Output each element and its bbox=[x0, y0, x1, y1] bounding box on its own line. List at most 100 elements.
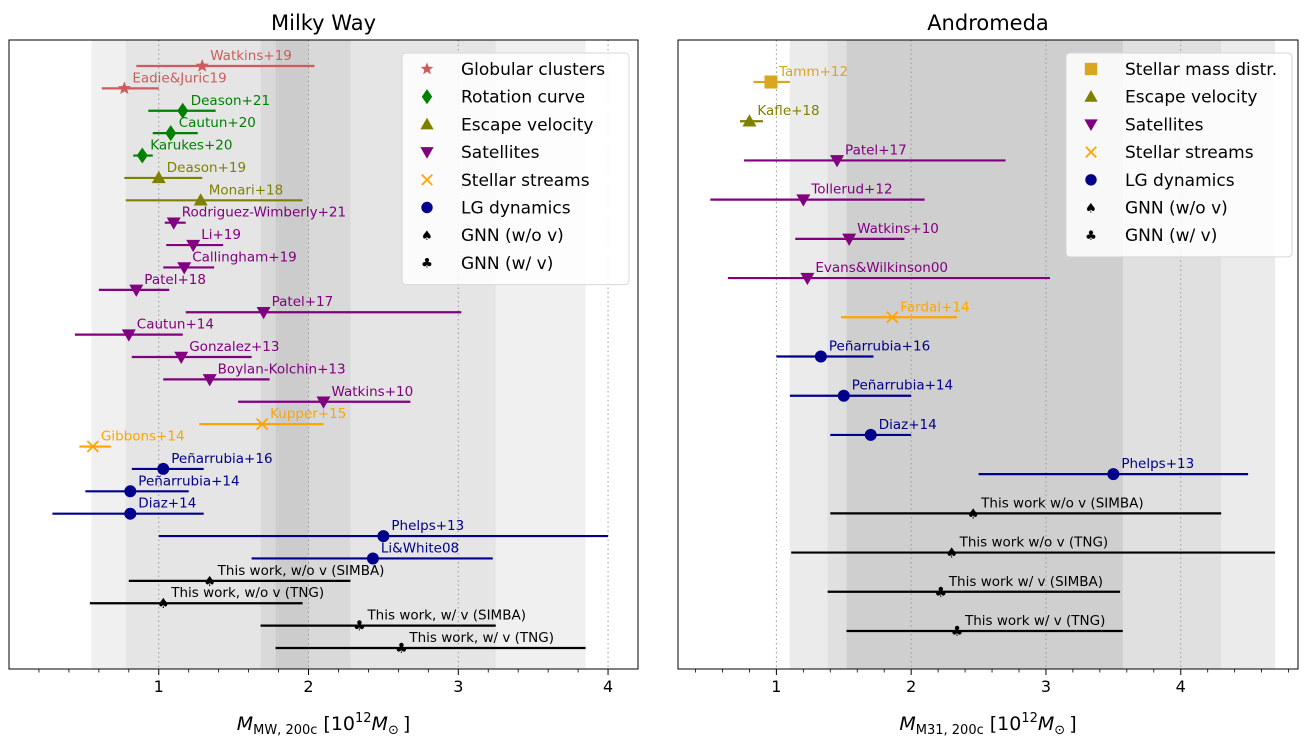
data-point-pe-arrubia-14: Peñarrubia+14 bbox=[85, 473, 240, 498]
x-tick-label: 1 bbox=[154, 677, 164, 696]
point-label: Peñarrubia+14 bbox=[852, 378, 953, 394]
data-point-kafle-18: Kafle+18 bbox=[740, 103, 820, 127]
triangle-down-marker bbox=[256, 306, 271, 320]
xlabel-close: ] bbox=[1069, 713, 1076, 735]
legend-item-stellar-streams: Stellar streams bbox=[1085, 143, 1254, 163]
point-label: Peñarrubia+16 bbox=[829, 339, 930, 355]
plot-frame bbox=[677, 39, 1299, 670]
triangle-down-marker bbox=[830, 155, 845, 168]
legend-label: GNN (w/ v) bbox=[461, 254, 553, 274]
club-marker: ♣ bbox=[353, 619, 366, 635]
data-point-this-work-w-o-v-simba: ♠This work, w/o v (SIMBA) bbox=[128, 563, 384, 590]
circle-marker bbox=[157, 462, 170, 475]
data-point-watkins-10: Watkins+10 bbox=[795, 221, 939, 246]
point-label: Eadie&Juric19 bbox=[132, 70, 226, 86]
point-label: Tollerud+12 bbox=[810, 182, 892, 198]
point-label: Fardal+14 bbox=[900, 299, 969, 315]
xlabel-exponent: 12 bbox=[355, 711, 372, 726]
legend-item-stellar-streams: Stellar streams bbox=[421, 171, 590, 191]
xlabel-subscript: MW, 200c bbox=[253, 723, 317, 736]
circle-marker bbox=[1107, 468, 1120, 481]
triangle-up-marker bbox=[420, 117, 434, 130]
legend-item-escape-velocity: Escape velocity bbox=[420, 115, 593, 135]
point-label: Diaz+14 bbox=[138, 496, 196, 512]
xlabel-msun-sub: ⊙ bbox=[1054, 723, 1065, 736]
legend-label: Globular clusters bbox=[461, 60, 605, 80]
legend-label: Escape velocity bbox=[461, 115, 593, 135]
x-tick-label: 1 bbox=[771, 677, 781, 696]
xlabel-msun: M bbox=[372, 713, 388, 735]
andromeda-panel: Andromeda Tamm+12 Kafle+18 Patel+17 Tolleru… bbox=[677, 11, 1299, 736]
legend-label: Stellar mass distr. bbox=[1125, 60, 1277, 80]
legend-box bbox=[401, 52, 630, 286]
x-axis-label: MMW, 200c [1012M⊙] bbox=[237, 711, 411, 736]
data-point-patel-18: Patel+18 bbox=[98, 272, 206, 297]
data-point-gonzalez-13: Gonzalez+13 bbox=[131, 339, 280, 364]
point-label: Patel+17 bbox=[845, 142, 907, 158]
triangle-down-marker bbox=[1084, 119, 1098, 132]
point-label: Kafle+18 bbox=[757, 103, 819, 119]
data-point-phelps-13: Phelps+13 bbox=[158, 518, 609, 543]
legend-label: LG dynamics bbox=[461, 199, 571, 219]
point-label: This work, w/o v (TNG) bbox=[170, 585, 324, 601]
spade-marker: ♠ bbox=[1085, 201, 1097, 216]
point-label: Gibbons+14 bbox=[101, 429, 185, 445]
xlabel-close: ] bbox=[403, 713, 410, 735]
circle-marker bbox=[421, 201, 433, 214]
data-point-cautun-14: Cautun+14 bbox=[74, 317, 214, 342]
data-point-tamm-12: Tamm+12 bbox=[753, 64, 848, 89]
legend-item-stellar-mass-distr: Stellar mass distr. bbox=[1084, 60, 1277, 80]
point-label: Cautun+14 bbox=[137, 317, 214, 333]
data-point-deason-21: Deason+21 bbox=[148, 93, 270, 119]
legend-item-gnn-w-v: ♣ GNN (w/ v) bbox=[421, 254, 553, 274]
data-point-li-19: Li+19 bbox=[166, 227, 241, 253]
point-label: Cautun+20 bbox=[179, 115, 256, 131]
triangle-up-marker bbox=[151, 170, 166, 184]
data-point-this-work-w-o-v-tng: ♠This work, w/o v (TNG) bbox=[89, 585, 324, 612]
data-point-diaz-14: Diaz+14 bbox=[830, 417, 937, 441]
data-point-watkins-10: Watkins+10 bbox=[238, 384, 413, 409]
diamond-marker bbox=[177, 102, 189, 119]
legend-item-gnn-w-o-v: ♠ GNN (w/o v) bbox=[421, 226, 564, 246]
data-point-callingham-19: Callingham+19 bbox=[163, 249, 297, 275]
triangle-down-marker bbox=[121, 329, 136, 342]
data-point-this-work-w-o-v-simba: ♠This work w/o v (SIMBA) bbox=[830, 495, 1222, 522]
circle-marker bbox=[814, 350, 827, 363]
data-point-karukes-20: Karukes+20 bbox=[133, 138, 232, 164]
data-point-this-work-w-v-tng: ♣This work w/ v (TNG) bbox=[846, 613, 1123, 640]
point-label: Karukes+20 bbox=[150, 138, 232, 154]
legend-label: Stellar streams bbox=[1125, 143, 1254, 163]
legend-item-gnn-w-v: ♣ GNN (w/ v) bbox=[1085, 226, 1217, 246]
triangle-down-marker bbox=[842, 233, 857, 246]
shaded-band bbox=[275, 40, 309, 669]
spade-marker: ♠ bbox=[967, 506, 980, 522]
triangle-up-marker bbox=[193, 193, 208, 206]
triangle-down-marker bbox=[129, 284, 144, 297]
data-point-pe-arrubia-16: Peñarrubia+16 bbox=[131, 451, 273, 475]
legend-label: Satellites bbox=[461, 143, 540, 163]
triangle-down-marker bbox=[202, 374, 217, 387]
data-point-deason-19: Deason+19 bbox=[124, 160, 246, 184]
xlabel-symbol: M bbox=[899, 713, 915, 735]
point-label: Evans&Wilkinson00 bbox=[815, 260, 948, 276]
xlabel-units: [10 bbox=[990, 713, 1022, 735]
diamond-marker bbox=[165, 125, 177, 142]
triangle-down-marker bbox=[174, 351, 189, 364]
panel-title: Milky Way bbox=[271, 11, 376, 35]
circle-marker bbox=[1085, 174, 1097, 186]
point-label: This work w/ v (SIMBA) bbox=[948, 574, 1103, 590]
data-point-gibbons-14: Gibbons+14 bbox=[79, 429, 185, 453]
x-marker bbox=[86, 440, 100, 453]
legend-item-lg-dynamics: LG dynamics bbox=[421, 199, 571, 219]
legend-label: LG dynamics bbox=[1125, 171, 1235, 191]
data-point-kupper-15: Kupper+15 bbox=[199, 406, 346, 431]
club-marker: ♣ bbox=[935, 585, 948, 601]
data-point-boylan-kolchin-13: Boylan-Kolchin+13 bbox=[163, 361, 346, 387]
data-point-phelps-13: Phelps+13 bbox=[978, 456, 1249, 481]
point-label: Monari+18 bbox=[209, 182, 284, 198]
x-tick-label: 2 bbox=[303, 677, 313, 696]
point-label: Peñarrubia+16 bbox=[171, 451, 272, 467]
data-point-rodriguez-wimberly-21: Rodriguez-Wimberly+21 bbox=[164, 205, 346, 230]
legend-label: Rotation curve bbox=[461, 88, 585, 108]
